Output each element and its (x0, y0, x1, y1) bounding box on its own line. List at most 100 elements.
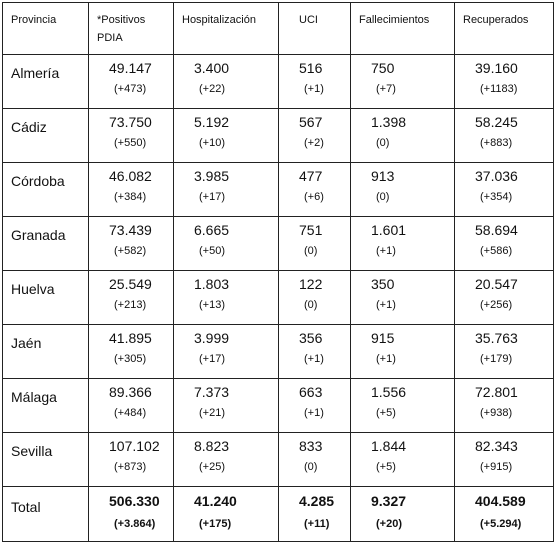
positivos-cell: 107.102 (+873) (88, 432, 174, 487)
positivos-value: 46.082 (109, 168, 152, 184)
positivos-cell: 25.549 (+213) (88, 270, 174, 325)
recuperados-cell: 20.547 (+256) (454, 270, 554, 325)
uci-cell: 477 (+6) (278, 162, 351, 217)
recuperados-delta: (+256) (480, 299, 513, 311)
table-row: Jaén 41.895 (+305) 3.999 (+17) 356 (+1) 915 (+1)… (2, 324, 554, 379)
recuperados-delta: (+1183) (480, 83, 518, 95)
hospitalizacion-cell: 3.985 (+17) (173, 162, 279, 217)
header-recuperados: Recuperados (454, 2, 554, 55)
provincia-cell: Huelva (2, 270, 89, 325)
uci-delta: (0) (304, 461, 318, 473)
fallecimientos-value: 1.556 (371, 384, 407, 400)
table-row: Córdoba 46.082 (+384) 3.985 (+17) 477 (+6) 913 (… (2, 162, 554, 217)
hospitalizacion-delta: (+25) (199, 461, 225, 473)
positivos-delta: (+873) (114, 461, 147, 473)
uci-value: 516 (299, 60, 323, 76)
recuperados-delta: (+354) (480, 191, 513, 203)
provincia-cell: Sevilla (2, 432, 89, 487)
table-row: Huelva 25.549 (+213) 1.803 (+13) 122 (0) 350 (+1… (2, 270, 554, 325)
uci-cell: 122 (0) (278, 270, 351, 325)
uci-delta: (+2) (304, 137, 324, 149)
header-hospitalizacion: Hospitalización (173, 2, 279, 55)
hospitalizacion-value: 3.985 (194, 168, 230, 184)
hospitalizacion-delta: (+13) (199, 299, 225, 311)
uci-cell: 516 (+1) (278, 54, 351, 109)
positivos-cell: 89.366 (+484) (88, 378, 174, 433)
hospitalizacion-delta: (+17) (199, 353, 225, 365)
uci-value: 663 (299, 384, 323, 400)
uci-cell: 751 (0) (278, 216, 351, 271)
fallecimientos-delta: (+5) (376, 461, 396, 473)
hospitalizacion-delta: (+17) (199, 191, 225, 203)
fallecimientos-delta: (0) (376, 137, 390, 149)
fallecimientos-delta: (+1) (376, 245, 396, 257)
recuperados-cell: 35.763 (+179) (454, 324, 554, 379)
positivos-value: 107.102 (109, 438, 160, 454)
provincia-cell: Córdoba (2, 162, 89, 217)
positivos-delta: (+213) (114, 299, 147, 311)
uci-value: 833 (299, 438, 323, 454)
provincia-name: Córdoba (11, 173, 65, 189)
fallecimientos-delta: (0) (376, 191, 390, 203)
hospitalizacion-delta: (+10) (199, 137, 225, 149)
hospitalizacion-value: 7.373 (194, 384, 230, 400)
provincia-name: Almería (11, 65, 60, 81)
provincia-cell: Málaga (2, 378, 89, 433)
positivos-delta: (+582) (114, 245, 147, 257)
hospitalizacion-value: 3.400 (194, 60, 230, 76)
uci-delta: (+1) (304, 407, 324, 419)
positivos-value: 506.330 (109, 493, 160, 509)
recuperados-value: 58.694 (475, 222, 518, 238)
positivos-value: 73.439 (109, 222, 152, 238)
fallecimientos-value: 1.398 (371, 114, 407, 130)
hospitalizacion-value: 5.192 (194, 114, 230, 130)
recuperados-value: 82.343 (475, 438, 518, 454)
total-row: Total 506.330 (+3.864) 41.240 (+175) 4.285 (+1… (2, 486, 554, 542)
positivos-cell: 506.330 (+3.864) (88, 486, 174, 542)
hospitalizacion-delta: (+175) (199, 518, 232, 530)
uci-value: 4.285 (299, 493, 335, 509)
recuperados-delta: (+5.294) (480, 518, 522, 530)
hospitalizacion-value: 41.240 (194, 493, 237, 509)
hospitalizacion-value: 8.823 (194, 438, 230, 454)
fallecimientos-value: 915 (371, 330, 395, 346)
positivos-value: 49.147 (109, 60, 152, 76)
uci-value: 477 (299, 168, 323, 184)
provincia-name: Málaga (11, 389, 57, 405)
table-row: Málaga 89.366 (+484) 7.373 (+21) 663 (+1) 1.556… (2, 378, 554, 433)
fallecimientos-cell: 1.398 (0) (350, 108, 455, 163)
recuperados-value: 39.160 (475, 60, 518, 76)
fallecimientos-value: 913 (371, 168, 395, 184)
table-row: Granada 73.439 (+582) 6.665 (+50) 751 (0) 1.601… (2, 216, 554, 271)
hospitalizacion-cell: 6.665 (+50) (173, 216, 279, 271)
header-row: Provincia *Positivos PDIA Hospitalizació… (2, 2, 554, 55)
hospitalizacion-delta: (+50) (199, 245, 225, 257)
recuperados-cell: 37.036 (+354) (454, 162, 554, 217)
positivos-cell: 73.750 (+550) (88, 108, 174, 163)
positivos-cell: 46.082 (+384) (88, 162, 174, 217)
recuperados-cell: 58.694 (+586) (454, 216, 554, 271)
provincia-name: Cádiz (11, 119, 47, 135)
positivos-delta: (+473) (114, 83, 147, 95)
hospitalizacion-cell: 5.192 (+10) (173, 108, 279, 163)
positivos-value: 73.750 (109, 114, 152, 130)
uci-delta: (0) (304, 299, 318, 311)
uci-value: 122 (299, 276, 323, 292)
fallecimientos-delta: (+1) (376, 353, 396, 365)
positivos-delta: (+484) (114, 407, 147, 419)
hospitalizacion-value: 6.665 (194, 222, 230, 238)
uci-cell: 567 (+2) (278, 108, 351, 163)
fallecimientos-delta: (+20) (376, 518, 402, 530)
header-positivos: *Positivos PDIA (88, 2, 174, 55)
hospitalizacion-delta: (+22) (199, 83, 225, 95)
provincia-name: Granada (11, 227, 66, 243)
positivos-cell: 49.147 (+473) (88, 54, 174, 109)
fallecimientos-value: 1.601 (371, 222, 407, 238)
recuperados-cell: 82.343 (+915) (454, 432, 554, 487)
fallecimientos-delta: (+1) (376, 299, 396, 311)
provincia-name: Sevilla (11, 443, 53, 459)
positivos-value: 89.366 (109, 384, 152, 400)
provincia-name: Huelva (11, 281, 55, 297)
provincia-name: Jaén (11, 335, 42, 351)
fallecimientos-cell: 1.556 (+5) (350, 378, 455, 433)
